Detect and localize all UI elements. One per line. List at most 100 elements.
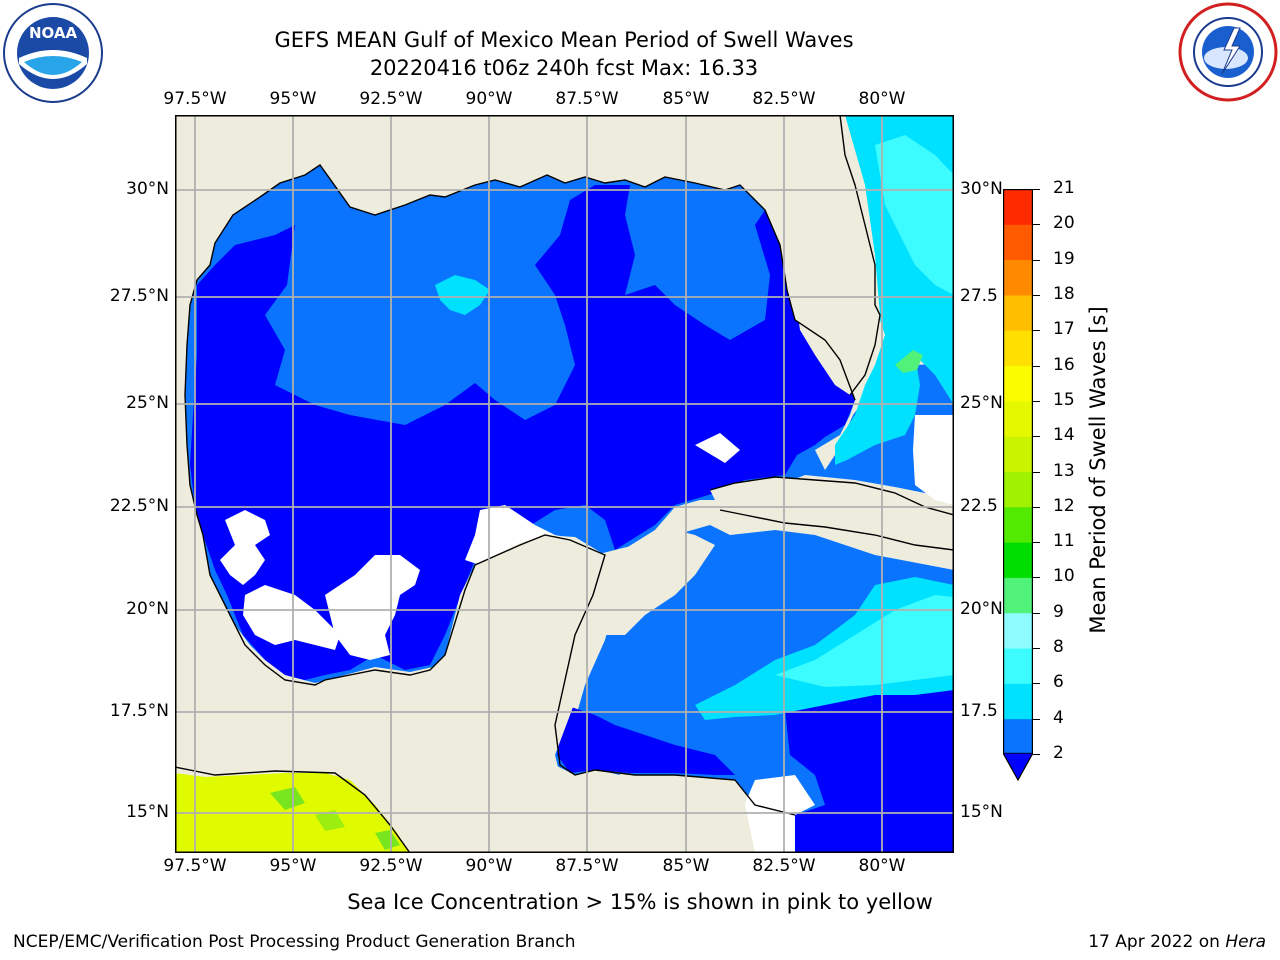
- sea-ice-note: Sea Ice Concentration > 15% is shown in …: [347, 890, 933, 914]
- latitude-label-right: 17.5: [960, 701, 998, 721]
- longitude-label-bottom: 95°W: [269, 856, 317, 876]
- longitude-label-bottom: 97.5°W: [163, 856, 227, 876]
- colorbar-segment: [1003, 436, 1033, 472]
- noaa-logo-text: NOAA: [29, 24, 78, 42]
- latitude-label-left: 15°N: [126, 802, 169, 822]
- colorbar-segment: [1003, 683, 1033, 720]
- colorbar-tick-label: 19: [1053, 248, 1075, 269]
- sea-ice-patch-green-3: [375, 830, 400, 850]
- colorbar-tick-label: 18: [1053, 283, 1075, 304]
- footer-host: Hera: [1225, 932, 1266, 952]
- missing-data-east: [913, 415, 954, 505]
- colorbar-tick-label: 16: [1053, 354, 1075, 375]
- land-yucatan-coast: [595, 530, 715, 635]
- colorbar-label: Mean Period of Swell Waves [s]: [1086, 306, 1110, 634]
- cyan-swell-region-caribbean: [695, 577, 954, 720]
- colorbar-tick-mark: [1033, 754, 1040, 755]
- colorbar-tick-label: 6: [1053, 672, 1064, 693]
- longitude-label-top: 82.5°W: [752, 89, 816, 109]
- colorbar-tick-mark: [1033, 436, 1040, 438]
- colorbar-segment: [1003, 365, 1033, 402]
- longitude-label-bottom: 82.5°W: [752, 856, 816, 876]
- colorbar-tick-label: 2: [1053, 743, 1064, 763]
- colorbar-segment: [1003, 648, 1033, 684]
- missing-data-bay-of-campeche: [220, 510, 270, 585]
- latitude-label-right: 15°N: [960, 802, 1003, 822]
- missing-data-caribbean-south: [740, 775, 815, 853]
- longitude-label-top: 85°W: [662, 89, 710, 109]
- light-cyan-florida: [875, 135, 954, 295]
- colorbar-tick-mark: [1033, 718, 1040, 720]
- map-frame: [175, 115, 954, 853]
- colorbar-segment: [1003, 330, 1033, 367]
- latitude-label-right: 30°N: [960, 179, 1003, 199]
- colorbar-tick-label: 21: [1053, 178, 1075, 198]
- colorbar-tick-mark: [1033, 648, 1040, 650]
- colorbar-tick-mark: [1033, 577, 1040, 579]
- longitude-label-top: 97.5°W: [163, 89, 227, 109]
- chart-title: GEFS MEAN Gulf of Mexico Mean Period of …: [274, 28, 854, 52]
- coastlines: [175, 115, 954, 853]
- longitude-label-bottom: 92.5°W: [359, 856, 423, 876]
- colorbar-tick-mark: [1033, 365, 1040, 367]
- latitude-label-right: 27.5: [960, 286, 998, 306]
- colorbar: [1003, 189, 1033, 754]
- noaa-logo: NOAA: [2, 2, 104, 108]
- land-florida: [765, 115, 880, 395]
- light-cyan-swell-region: [775, 595, 954, 687]
- colorbar-tick-mark: [1033, 294, 1040, 296]
- colorbar-tick-label: 8: [1053, 637, 1064, 658]
- footer-date-text: 17 Apr 2022 on: [1088, 932, 1226, 952]
- colorbar-tick-label: 12: [1053, 495, 1075, 516]
- sea-ice-patch-green: [270, 787, 305, 810]
- colorbar-tick-label: 13: [1053, 460, 1075, 481]
- low-period-region: [190, 185, 855, 680]
- light-cyan-swell-region-north: [435, 275, 490, 315]
- latitude-label-left: 30°N: [126, 179, 169, 199]
- low-period-region-east: [785, 675, 954, 853]
- colorbar-segment: [1003, 294, 1033, 331]
- longitude-label-bottom: 80°W: [858, 856, 906, 876]
- latitude-label-left: 25°N: [126, 393, 169, 413]
- colorbar-tick-label: 14: [1053, 425, 1075, 446]
- chart-subtitle: 20220416 t06z 240h fcst Max: 16.33: [369, 56, 759, 80]
- colorbar-tick-mark: [1033, 612, 1040, 614]
- colorbar-tick-label: 9: [1053, 601, 1064, 622]
- latitude-label-left: 17.5°N: [109, 701, 169, 721]
- colorbar-tick-mark: [1033, 683, 1040, 685]
- colorbar-segment: [1003, 189, 1033, 225]
- longitude-label-bottom: 90°W: [465, 856, 513, 876]
- missing-data-south-florida: [695, 433, 740, 463]
- longitude-label-top: 80°W: [858, 89, 906, 109]
- colorbar-segment: [1003, 718, 1033, 754]
- colorbar-segment: [1003, 400, 1033, 437]
- longitude-label-top: 87.5°W: [555, 89, 619, 109]
- sea-ice-patch-green-2: [315, 810, 345, 831]
- gulf-of-mexico-map: [175, 115, 954, 853]
- colorbar-tick-label: 11: [1053, 531, 1075, 552]
- longitude-label-bottom: 85°W: [662, 856, 710, 876]
- missing-data-bay-of-campeche-2: [243, 585, 340, 650]
- map-gridlines: [175, 115, 954, 853]
- colorbar-tick-mark: [1033, 542, 1040, 544]
- colorbar-segment: [1003, 612, 1033, 649]
- colorbar-segment: [1003, 259, 1033, 296]
- latitude-label-right: 20°N: [960, 599, 1003, 619]
- colorbar-tick-mark: [1033, 259, 1040, 261]
- longitude-label-top: 95°W: [269, 89, 317, 109]
- missing-data-bay-of-campeche-3: [325, 555, 420, 660]
- colorbar-tick-mark: [1033, 400, 1040, 402]
- colorbar-tick-label: 17: [1053, 319, 1075, 340]
- colorbar-tick-label: 10: [1053, 566, 1075, 587]
- national-weather-service-logo: [1178, 2, 1278, 106]
- longitude-label-top: 92.5°W: [359, 89, 423, 109]
- footer-branch: NCEP/EMC/Verification Post Processing Pr…: [13, 932, 576, 952]
- latitude-label-left: 27.5°N: [109, 286, 169, 306]
- colorbar-segment: [1003, 506, 1033, 543]
- colorbar-tick-label: 15: [1053, 389, 1075, 410]
- colorbar-extend-triangle: [1003, 753, 1033, 781]
- colorbar-segment: [1003, 471, 1033, 508]
- land-cuba: [710, 477, 954, 550]
- colorbar-tick-label: 20: [1053, 213, 1075, 234]
- footer-date: 17 Apr 2022 on Hera: [1088, 932, 1266, 952]
